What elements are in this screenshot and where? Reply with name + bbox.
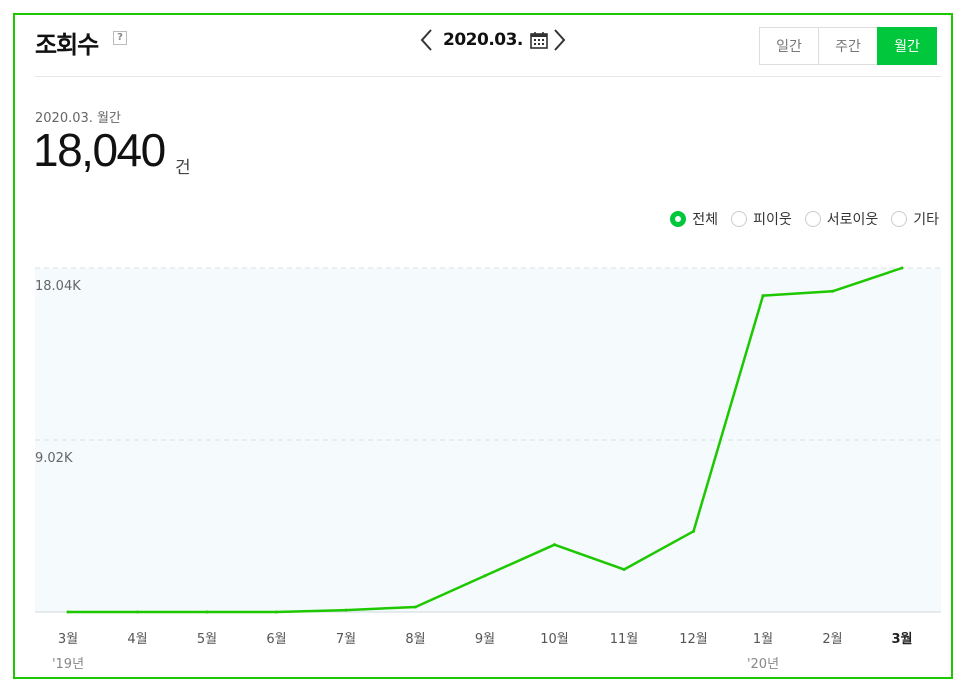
y-tick-label: 9.02K [35,451,73,466]
period-toggle: 일간 주간 월간 [759,27,937,65]
chevron-right-icon [554,29,566,51]
data-point [761,294,765,298]
data-point [344,608,348,612]
tab-monthly[interactable]: 월간 [877,27,937,65]
x-tick-label: 10월 [540,632,569,647]
date-navigator: 2020.03. [415,25,571,55]
filter-label: 기타 [913,212,939,228]
data-point [900,266,904,270]
summary-period-label: 2020.03. 월간 [35,111,121,126]
x-tick-label: 11월 [610,632,639,647]
filter-label: 피이웃 [753,212,792,228]
chevron-left-icon [420,29,432,51]
data-point [831,289,834,293]
views-panel: 조회수 ? 2020.03. 일간 주간 월간 2020.03. 월간 18,0… [13,13,953,679]
views-line-chart: 9.02K 18.04K 3월 4월 5월 6월 7월 8월 9월 10월 11월 12월 1월 2월 3월… [35,266,941,672]
data-point [205,610,209,614]
x-tick-label: 5월 [197,632,217,647]
filter-label: 전체 [692,212,719,228]
tab-weekly[interactable]: 주간 [818,27,878,65]
data-point [414,605,417,609]
data-point [66,610,70,614]
current-date: 2020.03. [443,30,523,50]
y-tick-label: 18.04K [35,279,81,294]
x-tick-label: 3월 [891,631,912,647]
data-point [136,610,139,614]
summary-value: 18,040 [33,124,166,176]
x-tick-label: 2월 [822,632,842,647]
filter-mutual-neighbors[interactable]: 서로이웃 [804,209,879,229]
prev-period-button[interactable] [415,25,437,55]
x-tick-label: 6월 [266,632,286,647]
filter-label: 서로이웃 [826,212,879,228]
summary-unit: 건 [175,158,191,178]
filter-all[interactable]: 전체 [670,209,718,229]
header-divider [35,76,941,77]
radio-icon [804,211,821,227]
data-point [275,610,278,614]
data-point [553,543,556,547]
calendar-icon[interactable] [529,30,549,50]
filter-other[interactable]: 기타 [891,209,939,229]
data-point [692,529,695,533]
year-label: '19년 [52,657,84,672]
x-tick-label: 8월 [405,632,425,647]
radio-icon [891,211,908,227]
x-tick-label: 7월 [336,632,356,647]
next-period-button[interactable] [549,25,571,55]
x-tick-label: 4월 [127,632,147,647]
x-tick-label: 12월 [679,632,708,647]
filter-neighbors[interactable]: 피이웃 [731,209,792,229]
year-label: '20년 [747,657,779,672]
help-icon[interactable]: ? [113,31,127,45]
data-point [483,574,487,578]
x-tick-label: 3월 [58,632,78,647]
x-tick-label: 1월 [753,632,773,647]
radio-selected-icon [670,211,687,227]
radio-icon [731,211,748,227]
page-title: 조회수 [35,31,99,59]
data-point [622,567,626,571]
x-tick-label: 9월 [475,632,495,647]
series-filter: 전체 피이웃 서로이웃 기타 [657,209,939,229]
